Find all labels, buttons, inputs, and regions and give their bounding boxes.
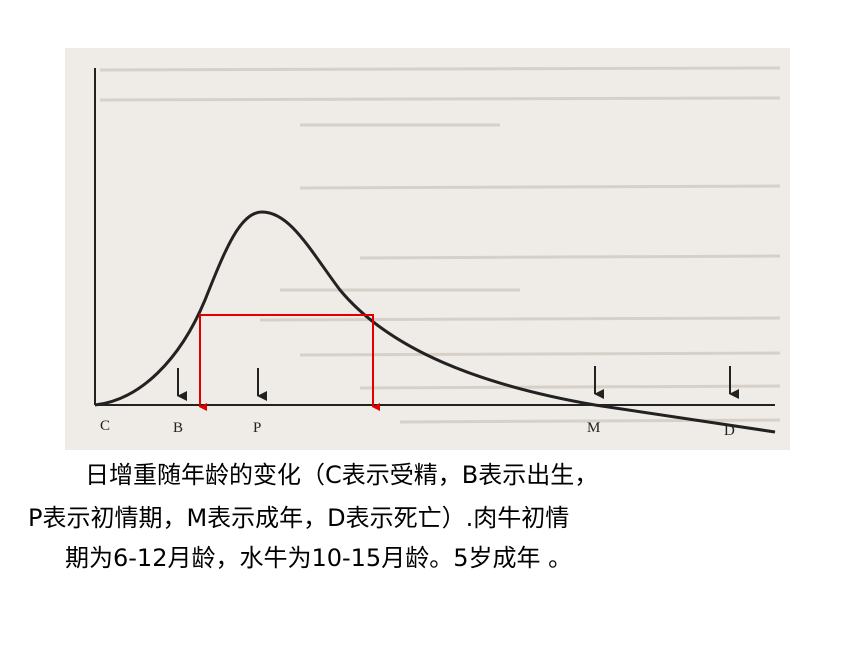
faded-text <box>99 66 781 424</box>
caption-line: 日增重随年龄的变化（C表示受精，B表示出生， <box>85 461 599 489</box>
stage-label: D <box>724 423 735 439</box>
figure: C B P M D <box>65 48 790 450</box>
stage-label: B <box>173 420 183 436</box>
scan-background <box>65 48 790 450</box>
stage-label: C <box>100 418 110 434</box>
stage-label: M <box>587 420 600 436</box>
caption-line: P表示初情期，M表示成年，D表示死亡）.肉牛初情 <box>28 504 570 532</box>
stage-label: P <box>253 420 261 436</box>
caption-line: 期为6-12月龄，水牛为10-15月龄。5岁成年 。 <box>65 544 573 572</box>
growth-curve <box>94 210 776 434</box>
